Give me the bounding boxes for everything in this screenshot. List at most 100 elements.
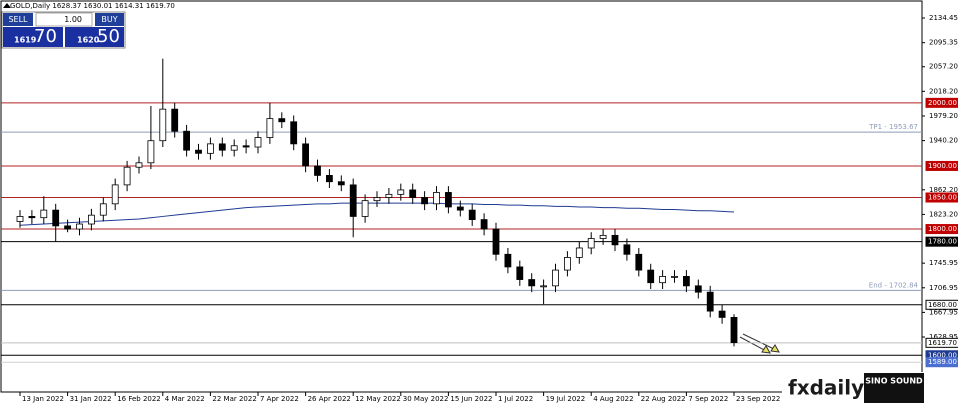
y-tick-label: 1823.20	[929, 210, 958, 218]
x-tick-label: 1 Jul 2022	[498, 395, 533, 403]
logo-bg	[864, 373, 924, 403]
candle-body	[444, 192, 452, 208]
sell-label[interactable]: SELL	[8, 15, 28, 24]
x-tick-label: 23 Sep 2022	[736, 395, 780, 403]
y-tick-label: 1979.20	[929, 112, 958, 120]
candle-body	[564, 257, 571, 271]
candle-body	[40, 209, 48, 219]
candle-body	[421, 197, 429, 205]
x-tick-label: 13 Jan 2022	[22, 395, 64, 403]
candle-body	[16, 216, 24, 222]
arrow-shaft	[742, 333, 777, 351]
bid-big[interactable]: 1619	[14, 36, 37, 45]
candle-body	[456, 206, 464, 211]
x-tick-label: 7 Apr 2022	[260, 395, 299, 403]
candle-body	[123, 166, 131, 186]
candle-body	[254, 137, 262, 148]
ask-small[interactable]: 50	[97, 26, 120, 47]
y-tick-label: 1862.20	[929, 186, 958, 194]
candle-body	[159, 108, 167, 142]
level-label: 1589.00	[928, 358, 957, 366]
candle-body	[337, 181, 345, 186]
candle-body	[683, 275, 690, 287]
ask-box[interactable]	[65, 27, 124, 47]
candle-body	[64, 225, 71, 230]
candle-body	[349, 184, 357, 217]
y-tick-label: 2095.35	[929, 39, 958, 47]
x-tick-label: 26 Apr 2022	[308, 395, 351, 403]
level-tag	[925, 192, 958, 203]
candle-body	[230, 145, 238, 151]
buy-button[interactable]	[95, 13, 124, 26]
x-tick-label: 15 Jun 2022	[450, 395, 492, 403]
x-tick-label: 4 Mar 2022	[165, 395, 205, 403]
plot-frame	[0, 0, 923, 393]
buy-label[interactable]: BUY	[101, 15, 117, 24]
candle-body	[433, 192, 440, 205]
candle-body	[528, 279, 536, 287]
candle-body	[206, 143, 214, 154]
candle-body	[611, 234, 619, 246]
level-tag	[925, 97, 958, 108]
candle-body	[694, 285, 702, 293]
bid-box[interactable]	[3, 27, 63, 47]
y-tick-label: 1940.20	[929, 137, 958, 145]
candle-body	[314, 165, 321, 176]
y-tick-label: 2018.20	[929, 87, 958, 95]
level-tag	[925, 236, 958, 247]
candle-body	[659, 275, 666, 284]
candle-body	[540, 285, 547, 288]
candle-body	[28, 216, 36, 219]
candle-body	[266, 118, 274, 138]
candle-body	[88, 214, 95, 225]
level-tag	[925, 160, 958, 171]
y-tick-label: 1706.95	[929, 284, 958, 292]
candle-body	[492, 228, 500, 255]
candle-body	[599, 234, 607, 239]
sell-button[interactable]	[3, 13, 33, 26]
x-tick-label: 19 Jul 2022	[546, 395, 586, 403]
candle-body	[635, 253, 643, 271]
x-tick-label: 22 Mar 2022	[212, 395, 256, 403]
x-tick-label: 7 Sep 2022	[688, 395, 728, 403]
candle-body	[385, 193, 393, 198]
candle-body	[718, 310, 726, 318]
candle-body	[575, 247, 583, 258]
candle-body	[218, 143, 226, 151]
candle-body	[504, 253, 512, 268]
ask-big[interactable]: 1620	[77, 36, 100, 45]
x-tick-label: 4 Aug 2022	[593, 395, 633, 403]
level-tag	[925, 357, 958, 368]
x-tick-label: 30 May 2022	[403, 395, 449, 403]
candle-body	[183, 130, 191, 151]
logo: SINO SOUND	[865, 377, 923, 386]
x-tick-label: 31 Jan 2022	[70, 395, 112, 403]
level-label: 1780.00	[928, 238, 957, 246]
candle-body	[278, 118, 286, 123]
level-tag	[925, 299, 958, 310]
y-tick-label: 1628.95	[929, 333, 958, 341]
arrow-head	[770, 344, 780, 353]
level-tag	[925, 337, 958, 348]
level-label: 2000.00	[928, 99, 957, 107]
candle-body	[468, 209, 476, 220]
candle-body	[552, 269, 559, 287]
lots-field[interactable]	[35, 12, 93, 27]
x-tick-label: 22 Aug 2022	[641, 395, 686, 403]
level-label: 1600.00	[928, 351, 957, 359]
level-label: End - 1702.84	[869, 281, 919, 289]
bid-small[interactable]: 70	[34, 26, 57, 47]
candle-body	[373, 197, 381, 202]
candle-body	[135, 162, 143, 168]
candle-body	[99, 203, 107, 216]
candle-body	[325, 175, 333, 183]
candle-body	[361, 200, 369, 217]
candle-body	[111, 184, 119, 205]
lots-value[interactable]: 1.00	[64, 15, 82, 24]
candle-body	[171, 108, 179, 132]
trade-panel[interactable]: SELL 1.00 BUY 1619 70 1620 50	[1, 11, 126, 49]
candle-body	[706, 291, 714, 312]
level-label: TP1 - 1953.67	[868, 123, 918, 131]
